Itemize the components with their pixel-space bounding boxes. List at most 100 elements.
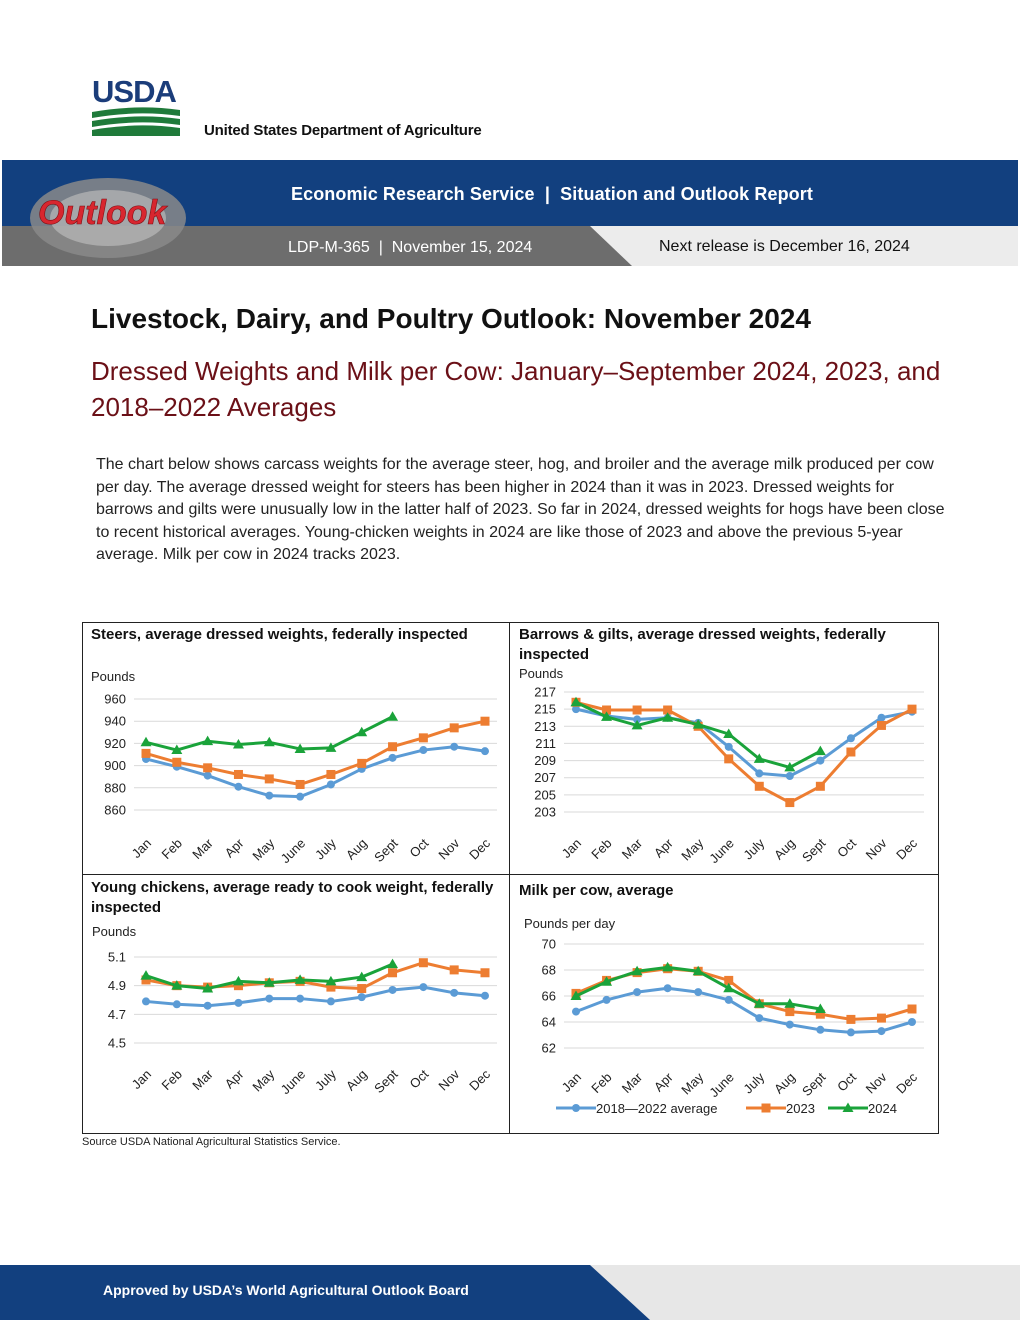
x-tick-label: Sept	[799, 1069, 829, 1099]
y-tick-label: 4.9	[108, 978, 126, 993]
y-tick-label: 880	[104, 780, 126, 795]
legend-label-2023: 2023	[786, 1101, 815, 1116]
x-tick-label: July	[740, 835, 767, 862]
data-point-avg-2018-2022	[663, 984, 672, 993]
y-tick-label: 4.5	[108, 1036, 126, 1051]
chart-plot: 860 880 900 920 940 960 Jan Feb Mar Apr May June Jul…	[104, 692, 497, 867]
data-point-2023	[418, 733, 428, 743]
chart-plot: 62 64 66 68 70 Jan Feb Mar Apr May June July Aug Sept…	[542, 937, 924, 1116]
data-point-avg-2018-2022	[877, 713, 886, 722]
x-tick-label: Sept	[799, 835, 829, 865]
intro-paragraph: The chart below shows carcass weights fo…	[96, 456, 945, 563]
data-point-2023	[876, 1013, 886, 1023]
data-point-avg-2018-2022	[450, 742, 459, 751]
series-line-2023	[145, 719, 486, 786]
y-tick-label: 209	[534, 753, 556, 768]
data-point-2024	[723, 982, 735, 993]
data-point-avg-2018-2022	[388, 985, 397, 994]
data-point-2024	[570, 990, 582, 1000]
data-point-2024	[387, 958, 399, 969]
chart-milk-per-cow: Milk per cow, average Pounds per day 62 6…	[510, 875, 938, 1133]
x-tick-label: July	[312, 835, 339, 862]
data-point-2024	[140, 970, 152, 980]
data-point-avg-2018-2022	[265, 994, 274, 1003]
data-point-avg-2018-2022	[785, 1020, 794, 1029]
y-tick-label: 900	[104, 758, 126, 773]
legend-marker-2024	[842, 1102, 854, 1112]
legend-label-avg-2018-2022: 2018—2022 average	[596, 1101, 717, 1116]
data-point-2023	[815, 781, 825, 791]
data-point-avg-2018-2022	[846, 734, 855, 743]
x-tick-label: Jan	[559, 836, 584, 861]
data-point-avg-2018-2022	[203, 771, 212, 780]
data-point-2023	[724, 754, 734, 764]
data-point-2024	[356, 726, 368, 737]
series-line-2024	[575, 700, 822, 769]
data-point-2023	[233, 981, 243, 991]
y-tick-label: 213	[534, 719, 556, 734]
x-tick-label: Mar	[189, 835, 216, 862]
data-point-2023	[663, 705, 673, 715]
service-line: Economic Research Service | Situation an…	[291, 184, 813, 204]
chart-title: Young chickens, average ready to cook we…	[91, 879, 494, 916]
data-point-avg-2018-2022	[265, 791, 274, 800]
data-point-avg-2018-2022	[816, 1025, 825, 1034]
data-point-2023	[326, 982, 336, 992]
data-point-2024	[171, 980, 183, 990]
legend-marker-2023	[761, 1103, 771, 1113]
data-point-2024	[294, 743, 306, 753]
x-tick-label: July	[312, 1066, 339, 1093]
data-point-2024	[784, 998, 796, 1008]
y-tick-label: 64	[542, 1015, 556, 1030]
y-axis-unit: Pounds	[92, 924, 137, 939]
x-tick-label: June	[278, 836, 309, 867]
data-point-2023	[203, 763, 213, 773]
x-tick-label: June	[278, 1067, 309, 1098]
data-point-2023	[449, 965, 459, 975]
x-tick-label: June	[706, 1070, 737, 1101]
data-point-avg-2018-2022	[419, 746, 428, 755]
data-point-avg-2018-2022	[633, 988, 642, 997]
x-tick-label: May	[249, 835, 277, 863]
y-axis-unit: Pounds	[91, 669, 136, 684]
data-point-2024	[601, 711, 613, 721]
x-tick-label: Aug	[771, 836, 798, 863]
x-tick-label: May	[678, 835, 706, 863]
x-tick-label: Apr	[651, 1069, 676, 1094]
data-point-avg-2018-2022	[326, 780, 335, 789]
x-tick-label: Nov	[435, 1066, 462, 1093]
y-tick-label: 860	[104, 803, 126, 818]
x-tick-label: Mar	[619, 835, 646, 862]
x-tick-label: Oct	[834, 835, 859, 860]
data-point-2023	[907, 704, 917, 714]
chart-title: Steers, average dressed weights, federal…	[91, 626, 468, 643]
x-tick-label: May	[678, 1069, 706, 1097]
series-line-avg-2018-2022	[145, 745, 486, 799]
x-tick-label: Feb	[158, 836, 184, 862]
data-point-avg-2018-2022	[450, 988, 459, 997]
data-point-avg-2018-2022	[481, 747, 489, 756]
usda-logo-mark	[92, 107, 180, 136]
y-tick-label: 211	[535, 736, 556, 751]
x-tick-label: Apr	[651, 835, 676, 860]
data-point-2023	[172, 757, 182, 767]
source-note: Source USDA National Agricultural Statis…	[82, 1136, 341, 1148]
data-point-2024	[202, 735, 214, 746]
usda-logo: USDA	[92, 76, 182, 138]
data-point-2023	[233, 769, 243, 779]
data-point-2023	[724, 975, 734, 985]
department-name: United States Department of Agriculture	[204, 122, 482, 139]
data-point-2024	[325, 975, 337, 986]
series-line-avg-2018-2022	[575, 707, 913, 778]
data-point-2024	[814, 1003, 826, 1013]
x-tick-label: Aug	[343, 1067, 370, 1094]
x-tick-label: Aug	[771, 1070, 798, 1097]
data-point-2023	[326, 769, 336, 779]
data-point-2024	[294, 974, 306, 984]
y-tick-label: 62	[542, 1041, 556, 1056]
data-point-2024	[263, 736, 275, 747]
data-point-2024	[232, 739, 244, 749]
series-line-2023	[575, 700, 913, 805]
data-point-avg-2018-2022	[877, 1027, 886, 1036]
